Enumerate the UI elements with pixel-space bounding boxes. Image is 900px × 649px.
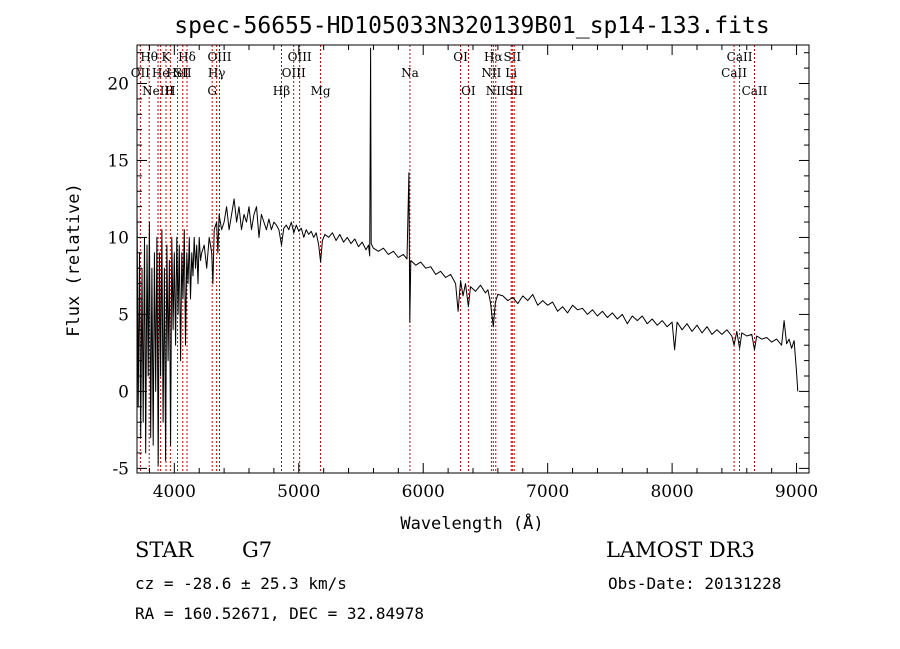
line-marker-label: OIII — [282, 66, 306, 80]
y-tick-label: 20 — [107, 74, 129, 94]
x-tick-label: 5000 — [277, 482, 320, 502]
line-marker-label: Hδ — [178, 50, 196, 64]
line-marker-label: HeI — [166, 66, 189, 80]
object-class: STAR — [135, 538, 194, 562]
x-tick-label: 6000 — [402, 482, 445, 502]
x-tick-label: 9000 — [775, 482, 818, 502]
line-marker-label: NII — [486, 84, 506, 98]
line-marker-label: OI — [453, 50, 468, 64]
line-marker-label: Na — [401, 66, 419, 80]
line-marker-label: G — [207, 84, 217, 98]
axis-ticks: 4000 5000 6000 7000 8000 9000 -5 0 5 10 15 20 — [107, 45, 818, 502]
spectrum-line — [136, 47, 799, 466]
y-tick-label: 0 — [118, 382, 129, 402]
line-marker-label: SII — [174, 66, 192, 80]
obs-date: Obs-Date: 20131228 — [608, 574, 782, 593]
line-marker-label: SII — [503, 50, 521, 64]
line-marker-label: CaII — [727, 50, 753, 64]
line-marker-label: SII — [505, 84, 523, 98]
line-marker-label: OII — [131, 66, 151, 80]
x-tick-label: 8000 — [650, 482, 693, 502]
line-marker-label: CaII — [742, 84, 768, 98]
x-tick-label: 7000 — [526, 482, 569, 502]
redshift-cz: cz = -28.6 ± 25.3 km/s — [135, 574, 347, 593]
line-marker-label: Li — [505, 66, 517, 80]
line-marker-label: Hα — [484, 50, 503, 64]
line-marker-label: Hβ — [273, 84, 290, 98]
line-marker-label: Hγ — [208, 66, 226, 80]
coordinates: RA = 160.52671, DEC = 32.84978 — [135, 604, 424, 623]
y-axis-label: Flux (relative) — [64, 183, 84, 337]
line-marker-label: CaII — [721, 66, 747, 80]
y-tick-label: 5 — [118, 305, 129, 325]
x-tick-label: 4000 — [153, 482, 196, 502]
line-marker-label: K — [162, 50, 172, 64]
line-marker-label: Mg — [311, 84, 331, 98]
line-marker-label: OIII — [288, 50, 312, 64]
line-marker-label: NII — [481, 66, 501, 80]
y-tick-label: 15 — [107, 151, 129, 171]
x-axis-label: Wavelength (Å) — [400, 512, 543, 534]
line-markers: OIIHθNeIIIHeKHHeISIIHδGHγOIIIHβOIIIOIIIM… — [131, 45, 768, 473]
object-subclass: G7 — [242, 538, 273, 562]
plot-frame — [136, 44, 810, 474]
line-marker-label: Hθ — [140, 50, 158, 64]
line-marker-label: H — [165, 84, 175, 98]
chart-title: spec-56655-HD105033N320139B01_sp14-133.f… — [174, 13, 769, 39]
line-marker-label: OI — [461, 84, 476, 98]
spectrum-series — [136, 47, 799, 466]
y-tick-label: 10 — [107, 228, 129, 248]
survey-name: LAMOST DR3 — [606, 538, 755, 562]
y-tick-label: -5 — [112, 459, 129, 479]
line-marker-label: He — [152, 66, 170, 80]
line-marker-label: OIII — [207, 50, 231, 64]
